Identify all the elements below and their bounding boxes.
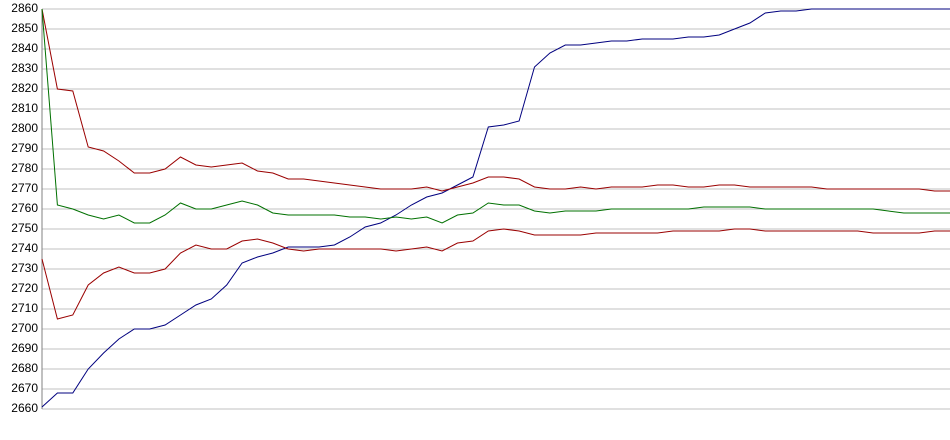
y-tick-label: 2750 xyxy=(11,221,38,235)
y-tick-label: 2680 xyxy=(11,361,38,375)
y-tick-label: 2800 xyxy=(11,121,38,135)
series-line xyxy=(41,8,950,408)
y-tick-label: 2690 xyxy=(11,341,38,355)
y-tick-label: 2780 xyxy=(11,161,38,175)
series-line xyxy=(41,228,950,320)
y-tick-label: 2760 xyxy=(11,201,38,215)
y-tick-label: 2860 xyxy=(11,1,38,15)
y-tick-label: 2730 xyxy=(11,261,38,275)
y-tick-label: 2840 xyxy=(11,41,38,55)
y-tick-label: 2700 xyxy=(11,321,38,335)
y-tick-label: 2820 xyxy=(11,81,38,95)
y-tick-label: 2830 xyxy=(11,61,38,75)
y-tick-label: 2670 xyxy=(11,381,38,395)
series-line xyxy=(41,8,950,192)
y-tick-label: 2770 xyxy=(11,181,38,195)
series-line xyxy=(41,8,950,224)
y-tick-label: 2740 xyxy=(11,241,38,255)
y-tick-label: 2790 xyxy=(11,141,38,155)
y-tick-label: 2850 xyxy=(11,21,38,35)
y-tick-label: 2810 xyxy=(11,101,38,115)
y-tick-label: 2660 xyxy=(11,401,38,415)
y-tick-label: 2710 xyxy=(11,301,38,315)
y-tick-label: 2720 xyxy=(11,281,38,295)
